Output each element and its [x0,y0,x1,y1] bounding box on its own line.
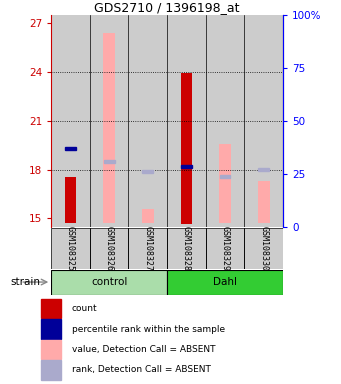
Text: value, Detection Call = ABSENT: value, Detection Call = ABSENT [72,345,215,354]
Text: GSM108326: GSM108326 [105,226,114,271]
Bar [51,15,90,227]
Bar [41,360,61,380]
Bar [41,319,61,339]
Bar [51,270,167,295]
Title: GDS2710 / 1396198_at: GDS2710 / 1396198_at [94,1,240,14]
Bar [206,15,244,227]
Bar [258,168,269,171]
Text: GSM108328: GSM108328 [182,226,191,271]
Bar [65,177,76,223]
Text: GSM108327: GSM108327 [143,226,152,271]
Bar [104,160,115,163]
Bar [244,228,283,269]
Bar [142,170,153,173]
Bar [206,228,244,269]
Bar [41,299,61,318]
Text: GSM108329: GSM108329 [221,226,229,271]
Text: percentile rank within the sample: percentile rank within the sample [72,324,225,334]
Bar [51,228,90,269]
Bar [167,228,206,269]
Text: strain: strain [10,277,40,287]
Text: GSM108325: GSM108325 [66,226,75,271]
Bar [90,15,129,227]
Text: GSM108330: GSM108330 [259,226,268,271]
Bar [129,228,167,269]
Bar [167,270,283,295]
Text: control: control [91,277,127,287]
Bar [258,181,269,223]
Bar [244,15,283,227]
Bar [41,340,61,359]
Bar [181,73,192,224]
Bar [65,147,76,150]
Bar [220,175,231,178]
Text: count: count [72,304,97,313]
Bar [181,165,192,168]
Bar [103,33,115,223]
Bar [142,209,153,223]
Bar [167,15,206,227]
Text: rank, Detection Call = ABSENT: rank, Detection Call = ABSENT [72,366,210,374]
Bar [219,144,231,223]
Bar [129,15,167,227]
Bar [90,228,129,269]
Text: Dahl: Dahl [213,277,237,287]
